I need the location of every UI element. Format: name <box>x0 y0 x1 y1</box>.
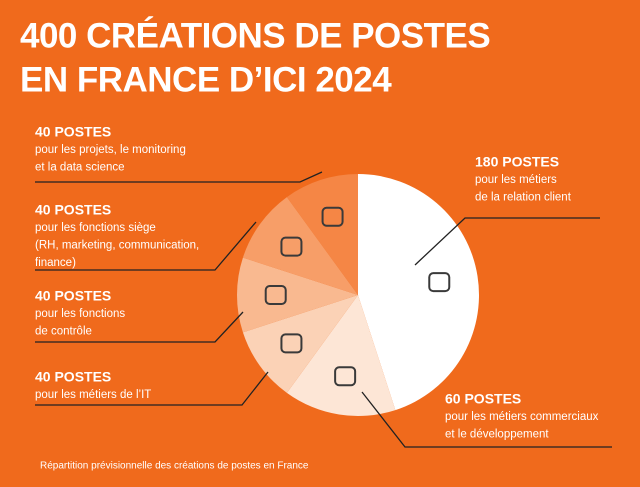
value-label: 60 POSTES <box>445 391 521 407</box>
footnote: Répartition prévisionnelle des créations… <box>40 461 309 472</box>
value-label: 40 POSTES <box>35 202 111 218</box>
pie-slice <box>286 174 358 295</box>
pie-slice <box>236 257 358 333</box>
category-label: (RH, marketing, communication, <box>35 240 199 252</box>
category-label: pour les métiers <box>475 174 557 186</box>
category-label: de contrôle <box>35 326 92 338</box>
pie-slice <box>286 295 396 416</box>
slice-icon <box>280 236 303 257</box>
leader-line <box>35 221 257 271</box>
category-label: pour les fonctions <box>35 308 125 320</box>
title-line: EN FRANCE D’ICI 2024 <box>20 60 392 99</box>
category-label: pour les métiers de l’IT <box>35 389 151 401</box>
leader-line <box>35 371 269 406</box>
value-label: 40 POSTES <box>35 369 111 385</box>
category-label: de la relation client <box>475 192 572 204</box>
value-label: 180 POSTES <box>475 154 559 170</box>
category-label: et la data science <box>35 162 125 174</box>
leader-line <box>414 217 600 266</box>
category-label: pour les projets, le monitoring <box>35 144 186 156</box>
value-label: 40 POSTES <box>35 288 111 304</box>
slice-icon <box>334 366 357 387</box>
category-label: pour les métiers commerciaux <box>445 411 599 423</box>
category-label: pour les fonctions siège <box>35 222 156 234</box>
category-label: finance) <box>35 257 76 269</box>
leader-line <box>35 311 244 343</box>
slice-icon <box>264 285 287 305</box>
slice-icon <box>280 333 303 354</box>
category-label: et le développement <box>445 429 549 441</box>
leader-line <box>361 391 612 448</box>
title-line: 400 CRÉATIONS DE POSTES <box>20 15 490 55</box>
slice-icon <box>321 206 344 227</box>
value-label: 40 POSTES <box>35 124 111 140</box>
leader-line <box>35 171 323 183</box>
slice-icon <box>428 272 451 293</box>
